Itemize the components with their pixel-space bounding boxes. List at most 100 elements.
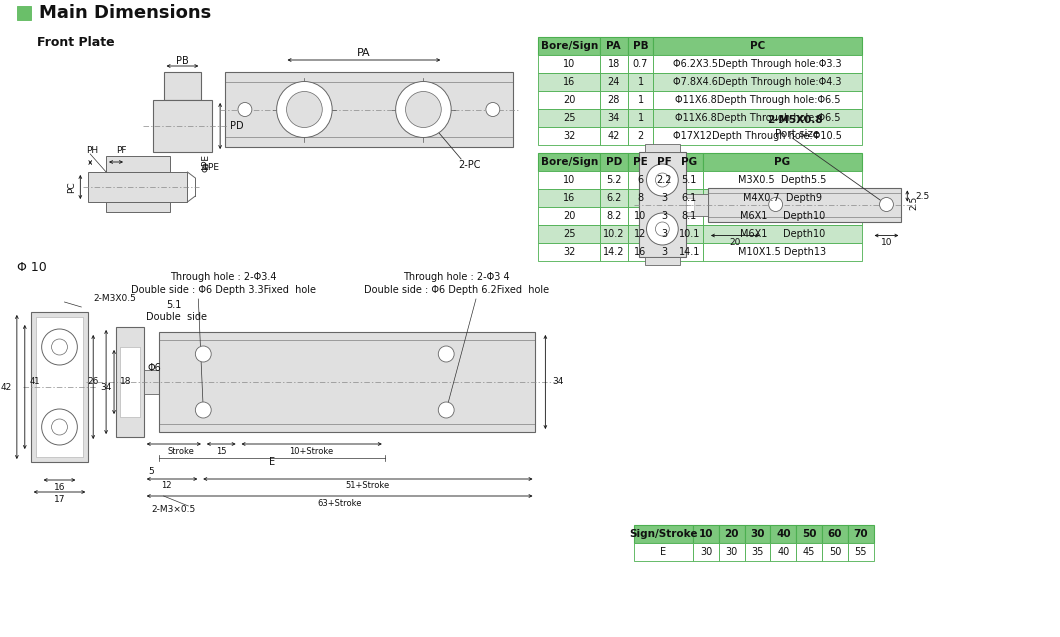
Text: Φ7.8X4.6Depth Through hole:Φ4.3: Φ7.8X4.6Depth Through hole:Φ4.3 xyxy=(673,77,842,87)
Text: 14.2: 14.2 xyxy=(603,247,624,257)
Text: 63+Stroke: 63+Stroke xyxy=(317,499,361,508)
Text: PA: PA xyxy=(357,48,371,58)
Bar xyxy=(120,347,140,417)
Text: 5.1: 5.1 xyxy=(166,300,182,310)
Circle shape xyxy=(655,222,669,236)
Text: 50: 50 xyxy=(801,529,816,539)
Bar xyxy=(693,525,719,543)
Text: PC: PC xyxy=(68,181,76,193)
Bar xyxy=(638,152,686,257)
Bar xyxy=(600,189,628,207)
Circle shape xyxy=(52,339,68,355)
Text: 35: 35 xyxy=(752,547,764,557)
Bar xyxy=(675,207,703,225)
Bar xyxy=(600,171,628,189)
Text: Double side : Φ6 Depth 3.3Fixed  hole: Double side : Φ6 Depth 3.3Fixed hole xyxy=(130,285,316,295)
Bar xyxy=(653,55,862,73)
Text: 28: 28 xyxy=(607,95,620,105)
Text: 55: 55 xyxy=(854,547,867,557)
Bar xyxy=(653,73,862,91)
Text: 1: 1 xyxy=(637,113,643,123)
Bar xyxy=(538,207,600,225)
Bar xyxy=(628,171,653,189)
Text: 10: 10 xyxy=(563,175,576,185)
Text: M6X1     Depth10: M6X1 Depth10 xyxy=(740,229,825,239)
Text: 26: 26 xyxy=(88,378,100,387)
Circle shape xyxy=(655,173,669,187)
Text: 40: 40 xyxy=(776,529,791,539)
Text: PH: PH xyxy=(86,145,99,155)
Bar xyxy=(703,207,862,225)
Bar xyxy=(653,189,675,207)
Bar xyxy=(538,37,600,55)
Text: 3: 3 xyxy=(661,247,668,257)
Bar xyxy=(675,153,703,171)
Text: 16: 16 xyxy=(563,77,576,87)
Bar xyxy=(36,317,84,457)
Text: 10: 10 xyxy=(699,529,713,539)
Bar xyxy=(653,225,675,243)
Text: 32: 32 xyxy=(563,247,576,257)
Bar xyxy=(538,127,600,145)
Bar xyxy=(634,525,693,543)
Circle shape xyxy=(238,103,252,117)
Text: Φ6: Φ6 xyxy=(147,363,161,373)
Text: 1: 1 xyxy=(637,95,643,105)
Circle shape xyxy=(41,409,77,445)
Bar xyxy=(163,72,201,100)
Bar xyxy=(538,109,600,127)
Bar xyxy=(106,202,170,212)
Text: 51+Stroke: 51+Stroke xyxy=(346,482,390,490)
Text: 30: 30 xyxy=(750,529,765,539)
Bar xyxy=(600,207,628,225)
Text: 50: 50 xyxy=(829,547,841,557)
Text: 10: 10 xyxy=(635,211,647,221)
Bar xyxy=(144,370,159,394)
Text: Port size: Port size xyxy=(776,129,819,139)
Bar xyxy=(703,243,862,261)
Bar xyxy=(822,543,848,561)
Text: 15: 15 xyxy=(216,447,227,455)
Bar xyxy=(822,525,848,543)
Text: 24: 24 xyxy=(607,77,620,87)
Text: PG: PG xyxy=(774,157,791,167)
Circle shape xyxy=(195,346,211,362)
Text: 10: 10 xyxy=(563,59,576,69)
Bar xyxy=(628,153,653,171)
Text: 5: 5 xyxy=(148,468,154,476)
Circle shape xyxy=(395,82,452,138)
Bar xyxy=(628,225,653,243)
Text: 30: 30 xyxy=(700,547,712,557)
Text: 16: 16 xyxy=(635,247,647,257)
Text: 14.1: 14.1 xyxy=(678,247,700,257)
Bar xyxy=(538,225,600,243)
Text: 20: 20 xyxy=(729,238,741,247)
Text: 10+Stroke: 10+Stroke xyxy=(289,447,334,455)
Bar xyxy=(628,37,653,55)
Bar xyxy=(628,243,653,261)
Text: 42: 42 xyxy=(1,382,12,392)
Text: 32: 32 xyxy=(563,131,576,141)
Text: 16: 16 xyxy=(54,482,66,492)
Circle shape xyxy=(768,197,782,211)
Bar xyxy=(225,72,513,147)
Bar xyxy=(848,525,873,543)
Text: E: E xyxy=(268,457,275,467)
Text: 10.2: 10.2 xyxy=(603,229,624,239)
Bar xyxy=(600,153,628,171)
Text: Through hole : 2-Φ3.4: Through hole : 2-Φ3.4 xyxy=(170,272,277,282)
Bar xyxy=(675,225,703,243)
Text: 3: 3 xyxy=(661,229,668,239)
Text: PE: PE xyxy=(633,157,648,167)
Bar xyxy=(600,91,628,109)
Bar xyxy=(628,127,653,145)
Bar xyxy=(675,243,703,261)
Bar xyxy=(771,543,796,561)
Text: 30: 30 xyxy=(726,547,738,557)
Bar xyxy=(675,189,703,207)
Text: 5.2: 5.2 xyxy=(606,175,621,185)
Text: 5.1: 5.1 xyxy=(682,175,696,185)
Text: 2.5: 2.5 xyxy=(915,192,930,201)
Text: Through hole : 2-Φ3 4: Through hole : 2-Φ3 4 xyxy=(403,272,510,282)
Bar xyxy=(538,171,600,189)
